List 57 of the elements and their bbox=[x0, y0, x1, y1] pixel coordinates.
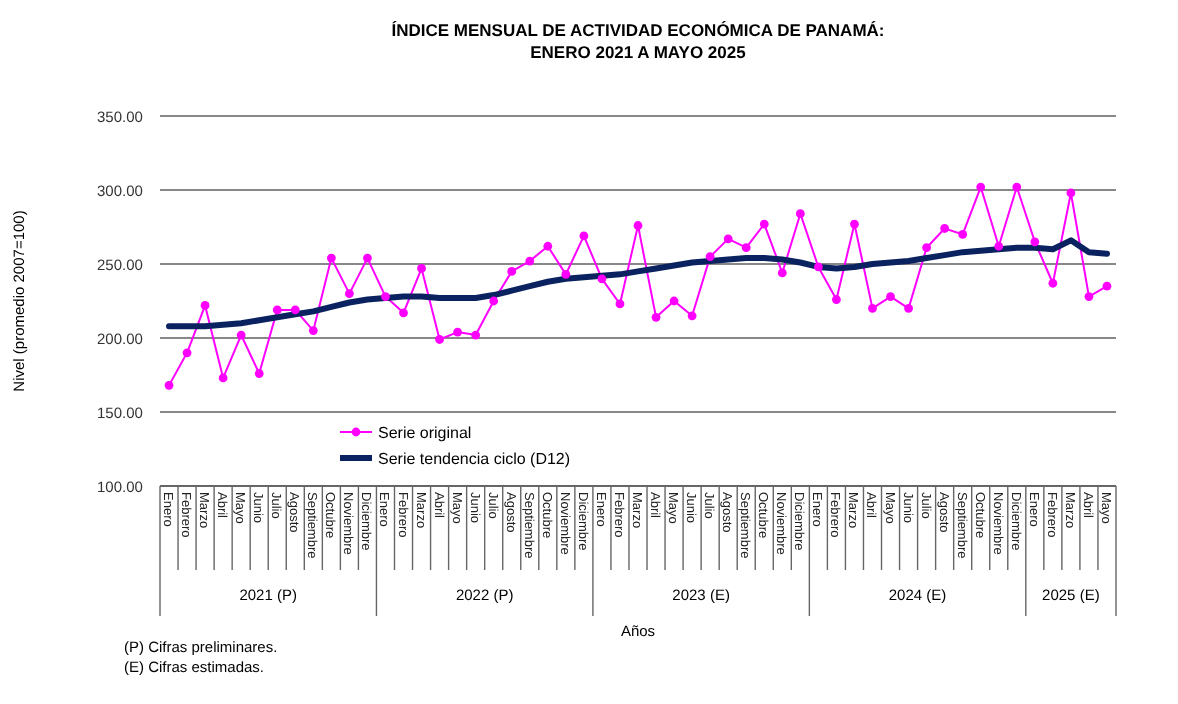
point bbox=[705, 252, 715, 261]
point bbox=[254, 369, 264, 378]
point bbox=[164, 380, 174, 390]
point bbox=[1066, 188, 1076, 198]
point bbox=[940, 224, 950, 233]
legend-label: Serie original bbox=[378, 424, 472, 442]
point bbox=[633, 221, 643, 230]
point bbox=[868, 304, 877, 313]
point bbox=[435, 335, 444, 344]
legend-label: Serie tendencia ciclo (D12) bbox=[378, 450, 571, 468]
point bbox=[218, 373, 228, 383]
point bbox=[813, 262, 823, 272]
point bbox=[1102, 281, 1112, 291]
point bbox=[741, 243, 751, 253]
point bbox=[507, 267, 517, 276]
point bbox=[417, 264, 426, 273]
point bbox=[669, 296, 679, 306]
point bbox=[1012, 182, 1022, 192]
point bbox=[994, 241, 1004, 251]
chart-title: ÍNDICE MENSUAL DE ACTIVIDAD ECONÓMICA DE PANAMÁ: ENERO 2021 A MAYO 2025 bbox=[391, 20, 885, 62]
point bbox=[471, 330, 481, 340]
point bbox=[453, 327, 463, 337]
point bbox=[958, 230, 968, 239]
point bbox=[759, 219, 769, 229]
point bbox=[886, 292, 895, 301]
point bbox=[651, 312, 661, 322]
point bbox=[363, 253, 372, 263]
point bbox=[272, 305, 282, 315]
point bbox=[182, 348, 192, 358]
point bbox=[976, 182, 986, 192]
point bbox=[922, 243, 931, 253]
point bbox=[381, 292, 390, 301]
point bbox=[200, 301, 210, 310]
point bbox=[795, 209, 805, 219]
point bbox=[904, 304, 913, 313]
point bbox=[561, 269, 571, 279]
point bbox=[326, 253, 336, 263]
point bbox=[579, 231, 589, 241]
point bbox=[850, 219, 859, 229]
point bbox=[489, 296, 499, 306]
point bbox=[1048, 278, 1058, 288]
point bbox=[615, 299, 625, 309]
line-series bbox=[166, 237, 1110, 330]
point bbox=[723, 234, 733, 244]
point bbox=[525, 256, 535, 266]
point bbox=[832, 295, 841, 304]
point bbox=[1030, 237, 1040, 247]
point bbox=[345, 289, 354, 298]
point bbox=[308, 326, 318, 335]
point bbox=[399, 308, 408, 318]
point bbox=[777, 268, 787, 278]
point bbox=[543, 241, 553, 251]
point bbox=[290, 305, 300, 315]
point bbox=[236, 330, 246, 340]
point bbox=[1084, 292, 1094, 301]
point bbox=[597, 274, 607, 284]
point bbox=[687, 311, 697, 321]
